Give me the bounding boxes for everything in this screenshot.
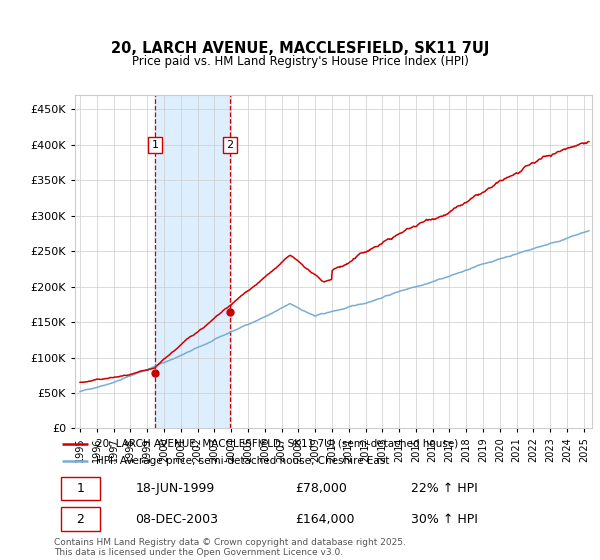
Text: 18-JUN-1999: 18-JUN-1999 <box>136 482 215 495</box>
Text: Price paid vs. HM Land Registry's House Price Index (HPI): Price paid vs. HM Land Registry's House … <box>131 55 469 68</box>
Text: £78,000: £78,000 <box>296 482 347 495</box>
Text: 08-DEC-2003: 08-DEC-2003 <box>136 512 218 525</box>
Text: 20, LARCH AVENUE, MACCLESFIELD, SK11 7UJ: 20, LARCH AVENUE, MACCLESFIELD, SK11 7UJ <box>111 41 489 56</box>
Text: 2: 2 <box>76 512 84 525</box>
FancyBboxPatch shape <box>61 507 100 531</box>
Text: 1: 1 <box>76 482 84 495</box>
Text: 2: 2 <box>226 140 233 150</box>
Text: 22% ↑ HPI: 22% ↑ HPI <box>411 482 478 495</box>
Bar <box>155 95 230 428</box>
FancyBboxPatch shape <box>61 477 100 500</box>
Text: 20, LARCH AVENUE, MACCLESFIELD, SK11 7UJ (semi-detached house): 20, LARCH AVENUE, MACCLESFIELD, SK11 7UJ… <box>96 438 458 449</box>
Text: 30% ↑ HPI: 30% ↑ HPI <box>411 512 478 525</box>
Text: £164,000: £164,000 <box>296 512 355 525</box>
Text: Contains HM Land Registry data © Crown copyright and database right 2025.
This d: Contains HM Land Registry data © Crown c… <box>54 538 406 557</box>
Text: 1: 1 <box>151 140 158 150</box>
Text: HPI: Average price, semi-detached house, Cheshire East: HPI: Average price, semi-detached house,… <box>96 456 389 466</box>
